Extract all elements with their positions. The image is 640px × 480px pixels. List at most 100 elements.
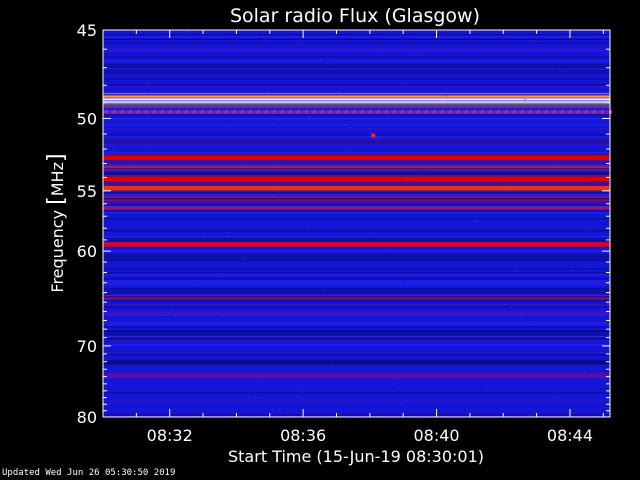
noise-speckle — [523, 99, 526, 101]
noise-stripe — [103, 200, 610, 202]
noise-speckle — [347, 149, 350, 151]
noise-stripe — [103, 56, 610, 58]
noise-stripe — [103, 204, 610, 206]
noise-stripe — [103, 174, 610, 176]
noise-stripe — [103, 196, 610, 198]
noise-stripe — [103, 354, 610, 356]
noise-speckle — [406, 183, 409, 185]
noise-stripe — [103, 94, 610, 96]
noise-speckle — [300, 42, 303, 44]
frequency-band — [103, 176, 610, 181]
noise-stripe — [103, 114, 610, 116]
noise-stripe — [103, 66, 610, 68]
noise-stripe — [103, 70, 610, 72]
frequency-band — [103, 155, 610, 161]
frequency-band-glow — [103, 184, 610, 193]
noise-stripe — [103, 106, 610, 108]
frequency-band — [103, 93, 610, 98]
noise-speckle — [296, 396, 299, 398]
noise-stripe — [103, 50, 610, 52]
chart-title: Solar radio Flux (Glasgow) — [230, 5, 480, 27]
noise-stripe — [103, 284, 610, 286]
noise-stripe — [103, 230, 610, 232]
noise-stripe — [103, 206, 610, 208]
spectrogram-background — [103, 30, 610, 417]
noise-speckle — [167, 311, 170, 313]
noise-speckle — [257, 381, 260, 383]
noise-speckle — [146, 111, 149, 113]
noise-speckle — [515, 267, 518, 269]
noise-stripe — [103, 168, 610, 170]
noise-stripes — [103, 31, 610, 418]
noise-speckle — [339, 413, 342, 415]
noise-speckle — [552, 396, 555, 398]
frequency-band — [103, 185, 610, 191]
noise-stripe — [103, 48, 610, 50]
x-tick-label: 08:32 — [147, 426, 193, 445]
noise-stripe — [103, 250, 610, 252]
x-tick-label: 08:44 — [547, 426, 593, 445]
plot-frame — [102, 29, 611, 418]
noise-speckle — [196, 284, 199, 286]
noise-speckle — [509, 189, 512, 191]
y-axis-unit-bracket-close: ] — [44, 153, 69, 162]
noise-speckle — [277, 191, 280, 193]
noise-stripe — [103, 336, 610, 338]
noise-stripe — [103, 72, 610, 74]
noise-stripe — [103, 198, 610, 200]
noise-stripe — [103, 392, 610, 394]
noise-speckle — [400, 285, 403, 287]
y-axis-label-main: Frequency — [48, 205, 67, 293]
noise-speckle — [412, 178, 415, 180]
noise-speckle — [133, 316, 136, 318]
noise-speckle — [147, 148, 150, 150]
frequency-band — [103, 165, 610, 170]
noise-stripe — [103, 322, 610, 324]
noise-stripe — [103, 344, 610, 346]
noise-speckle — [376, 50, 379, 52]
frequency-band — [103, 242, 610, 247]
point-burst — [371, 133, 376, 138]
noise-stripe — [103, 278, 610, 280]
noise-stripe — [103, 192, 610, 194]
noise-stripe — [103, 92, 610, 94]
noise-stripe — [103, 173, 610, 175]
noise-stripe — [103, 400, 610, 402]
noise-speckle — [120, 180, 123, 182]
noise-speckle — [503, 303, 506, 305]
noise-speckle — [204, 234, 207, 236]
noise-speckle — [533, 320, 536, 322]
noise-speckle — [404, 85, 407, 87]
noise-stripe — [103, 36, 610, 38]
noise-stripe — [103, 298, 610, 300]
noise-stripe — [103, 296, 610, 298]
noise-speckle — [391, 113, 394, 115]
y-tick-label: 50 — [77, 109, 97, 128]
noise-speckle — [262, 38, 265, 40]
noise-stripe — [103, 110, 610, 112]
noise-stripe — [103, 414, 610, 416]
noise-speckle — [221, 316, 224, 318]
noise-stripe — [103, 100, 610, 102]
noise-speckle — [272, 159, 275, 161]
frequency-band — [103, 360, 610, 365]
noise-stripe — [103, 324, 610, 326]
noise-stripe — [103, 256, 610, 258]
noise-stripe — [103, 194, 610, 196]
y-tick-label: 60 — [77, 242, 97, 261]
noise-speckle — [385, 249, 388, 251]
noise-speckle — [556, 249, 559, 251]
noise-stripe — [103, 326, 610, 328]
noise-speckle — [401, 403, 404, 405]
noise-speckle — [308, 116, 311, 118]
noise-speckle — [485, 387, 488, 389]
noise-stripe — [103, 352, 610, 354]
noise-speckle — [569, 269, 572, 271]
noise-speckle — [243, 256, 246, 258]
noise-stripe — [103, 172, 610, 174]
noise-stripe — [103, 272, 610, 274]
frequency-band — [103, 311, 610, 316]
noise-stripe — [103, 86, 610, 88]
y-tick-label: 45 — [77, 21, 97, 40]
x-axis-label: Start Time (15-Jun-19 08:30:01) — [228, 447, 484, 466]
